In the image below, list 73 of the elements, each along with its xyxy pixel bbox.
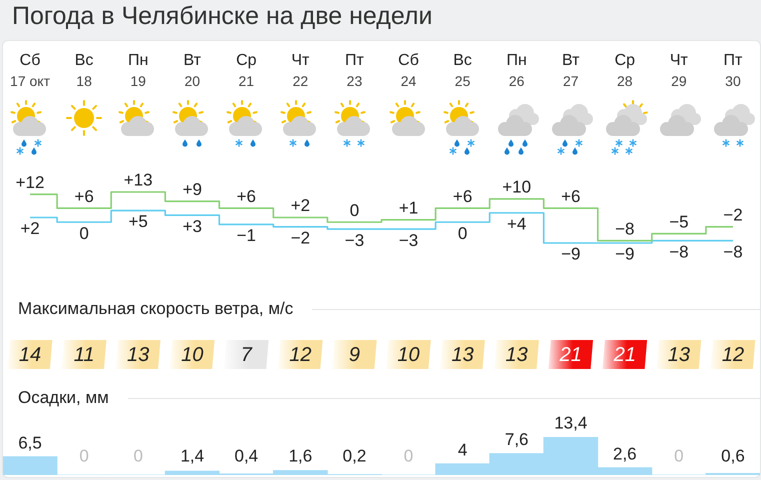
x-tick-label: Пн 19	[128, 51, 148, 91]
data-label: 21	[558, 344, 582, 366]
data-label: 0,6	[721, 446, 745, 466]
data-label: +6	[452, 186, 472, 206]
data-label: −2	[290, 228, 310, 248]
x-tick-label: Чт 22	[291, 51, 310, 91]
data-label: 10	[397, 344, 420, 366]
x-tick-label: Сб 24	[398, 51, 419, 91]
data-label: 10	[181, 344, 204, 366]
data-label: +6	[561, 186, 580, 206]
data-label: +9	[182, 180, 202, 199]
x-tick-label: Пт 30	[724, 51, 742, 91]
data-label: 0	[404, 446, 414, 466]
data-label: 21	[612, 344, 636, 366]
data-label: −3	[398, 230, 418, 250]
data-label: 11	[74, 344, 94, 366]
chart-title: Погода в Челябинске на две недели	[12, 2, 432, 31]
data-label: −8	[669, 242, 689, 262]
data-label: +13	[124, 170, 153, 190]
data-label: −1	[236, 226, 256, 246]
data-label: +5	[128, 212, 148, 232]
data-label: −2	[723, 205, 743, 224]
data-label: 13	[451, 344, 474, 366]
data-label: 0	[458, 224, 468, 243]
data-label: +6	[236, 186, 256, 206]
data-label: 0	[674, 446, 684, 466]
x-tick-label: Вт 27	[562, 51, 580, 91]
data-label: 0	[350, 200, 360, 220]
data-label: +4	[506, 214, 526, 234]
data-label: −9	[615, 244, 635, 264]
data-label: 1,6	[288, 446, 312, 466]
x-tick-label: Ср 21	[236, 51, 257, 91]
data-label: 0	[79, 446, 89, 466]
data-label: −5	[669, 212, 689, 232]
data-label: 4	[458, 440, 468, 460]
data-label: +6	[74, 186, 94, 206]
data-label: −8	[723, 242, 743, 262]
data-label: 2,6	[613, 444, 637, 464]
data-label: −8	[615, 219, 635, 238]
data-label: 0,2	[342, 446, 366, 466]
data-label: +1	[398, 198, 418, 218]
data-label: 12	[289, 344, 312, 366]
x-tick-label: Сб 17 окт	[10, 51, 50, 91]
data-label: +2	[290, 196, 310, 216]
data-label: +12	[16, 173, 44, 192]
x-tick-label: Пт 23	[345, 51, 364, 91]
text: Максимальная скорость ветра, м/с	[18, 299, 294, 319]
data-label: 13	[127, 344, 150, 366]
x-tick-label: Ср 28	[614, 51, 636, 91]
x-tick-label: Пн 26	[506, 51, 527, 91]
x-tick-label: Вс 25	[453, 51, 472, 91]
chart-title: Осадки, мм	[18, 388, 109, 408]
data-label: 14	[18, 344, 42, 366]
data-label: 0	[79, 224, 89, 243]
data-label: +10	[502, 178, 532, 197]
data-label: +3	[182, 216, 202, 236]
data-label: 6,5	[18, 433, 42, 452]
x-tick-label: Вс 18	[74, 51, 94, 91]
data-label: 0,4	[234, 446, 258, 466]
data-label: 12	[722, 344, 744, 366]
data-label: −3	[344, 230, 364, 250]
data-label: 9	[348, 344, 360, 366]
data-label: 13	[668, 344, 690, 366]
data-label: 13	[506, 344, 528, 366]
data-label: 13,4	[554, 414, 588, 433]
data-label: 7	[240, 344, 253, 366]
x-tick-label: Чт 29	[670, 51, 688, 91]
data-label: 0	[133, 446, 143, 466]
data-label: +2	[20, 219, 40, 238]
data-label: −9	[561, 244, 580, 264]
x-tick-label: Вт 20	[184, 51, 201, 91]
data-label: 7,6	[504, 430, 528, 450]
data-label: 1,4	[180, 446, 204, 466]
